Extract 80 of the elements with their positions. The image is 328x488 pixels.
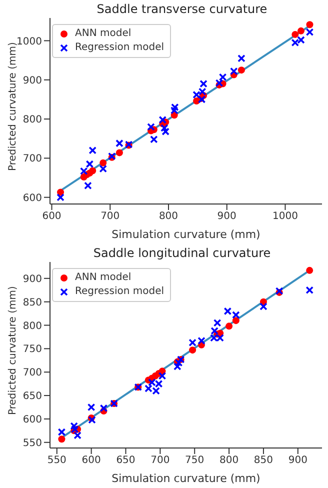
point xyxy=(162,128,170,136)
point xyxy=(100,159,107,166)
x-tick-label: 600 xyxy=(82,455,101,466)
point xyxy=(89,167,96,174)
point xyxy=(189,346,196,354)
point xyxy=(297,27,304,34)
point xyxy=(147,122,155,131)
point xyxy=(158,372,166,380)
y-tick-label: 1000 xyxy=(16,36,42,48)
x-tick-label: 850 xyxy=(254,455,274,466)
point xyxy=(232,317,240,324)
point xyxy=(58,436,66,443)
point xyxy=(58,428,66,436)
y-tick-label: 850 xyxy=(22,297,42,308)
point xyxy=(213,319,222,327)
point xyxy=(87,403,96,412)
point xyxy=(171,103,179,112)
x-tick-label: 700 xyxy=(100,211,120,222)
y-tick-label: 700 xyxy=(22,154,42,165)
chart-title: Saddle transverse curvature xyxy=(96,2,268,16)
point xyxy=(218,73,227,82)
legend-label: Regression model xyxy=(75,41,164,55)
point xyxy=(160,124,168,132)
point xyxy=(99,164,108,173)
legend-label: ANN model xyxy=(75,27,132,41)
x-tick-label: 700 xyxy=(150,455,170,466)
point xyxy=(100,404,108,412)
y-tick-label: 750 xyxy=(22,344,42,356)
point xyxy=(80,167,88,176)
point xyxy=(306,266,314,274)
y-tick-label: 900 xyxy=(22,75,42,86)
y-tick-label: 600 xyxy=(22,414,42,426)
point xyxy=(88,146,97,154)
y-tick-label: 800 xyxy=(22,320,42,332)
point xyxy=(306,28,314,36)
legend-label: Regression model xyxy=(75,285,164,299)
x-tick-label: 650 xyxy=(116,455,136,466)
y-tick-label: 900 xyxy=(22,274,42,285)
x-tick-label: 550 xyxy=(47,455,66,466)
point xyxy=(74,431,82,440)
x-tick-label: 600 xyxy=(42,211,62,222)
point xyxy=(84,182,92,190)
chart-title: Saddle longitudinal curvature xyxy=(92,246,272,260)
y-axis-title: Predicted curvature (mm) xyxy=(8,42,19,171)
point xyxy=(306,286,314,294)
y-tick-label: 600 xyxy=(22,192,42,204)
point xyxy=(86,160,94,168)
legend-label: ANN model xyxy=(75,271,132,285)
point xyxy=(238,54,246,62)
point xyxy=(226,322,233,330)
point xyxy=(238,66,245,74)
x-tick-label: 800 xyxy=(158,211,178,222)
y-tick-label: 550 xyxy=(22,438,42,449)
y-tick-label: 650 xyxy=(22,391,42,402)
y-tick-label: 800 xyxy=(22,114,42,126)
x-tick-label: 750 xyxy=(185,455,204,466)
point xyxy=(173,362,182,370)
point xyxy=(170,106,178,114)
x-axis-title: Simulation curvature (mm) xyxy=(112,228,260,241)
x-tick-label: 1000 xyxy=(272,211,298,222)
x-tick-label: 900 xyxy=(217,211,236,222)
point xyxy=(150,135,158,144)
x-tick-label: 900 xyxy=(288,455,308,466)
point xyxy=(224,307,232,316)
point xyxy=(230,67,238,76)
point xyxy=(70,422,78,430)
point xyxy=(158,116,167,124)
point xyxy=(57,188,64,196)
point xyxy=(306,21,314,28)
x-tick-label: 800 xyxy=(219,455,239,466)
point xyxy=(232,311,240,319)
point xyxy=(200,80,208,88)
point xyxy=(210,326,218,335)
y-tick-label: 700 xyxy=(22,368,42,379)
x-axis-title: Simulation curvature (mm) xyxy=(112,472,260,485)
point xyxy=(260,302,268,310)
point xyxy=(56,193,64,202)
point xyxy=(292,30,299,38)
y-axis-title: Predicted curvature (mm) xyxy=(8,286,19,415)
point xyxy=(116,149,123,156)
